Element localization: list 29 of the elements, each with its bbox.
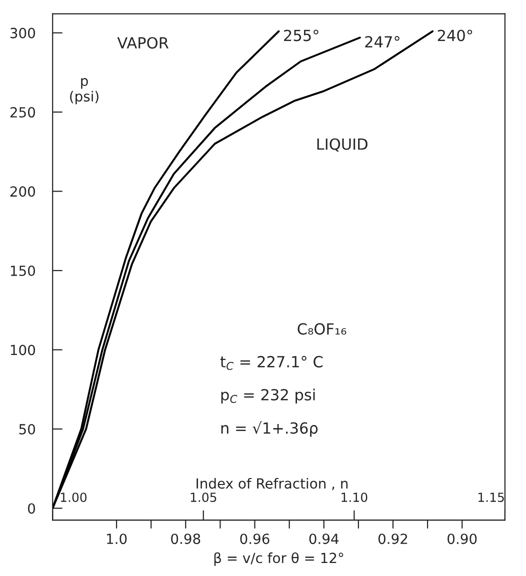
- x2-axis-title: β = v/c for θ = 12°: [214, 552, 344, 566]
- x2-tick-label: 1.0: [107, 534, 127, 544]
- annotation: VAPOR: [117, 37, 169, 49]
- x-axis-title: Index of Refraction , n: [196, 478, 348, 490]
- x2-tick-label: 0.94: [309, 534, 339, 544]
- x2-tick-label: 0.98: [171, 534, 200, 544]
- y-axis-title: p (psi): [70, 78, 98, 104]
- y-tick-label: 250: [10, 107, 36, 118]
- y-tick-label: 150: [10, 266, 36, 276]
- annotation: p$_{C}$ = 232 psi: [221, 388, 315, 404]
- x-tick-label: 1.15: [478, 492, 504, 502]
- x-tick-label: 1.00: [60, 492, 87, 502]
- y-tick-label: 100: [10, 344, 36, 356]
- x2-tick-label: 0.96: [240, 534, 270, 544]
- series-label: 255°: [284, 30, 318, 42]
- annotation: n = √1+.36ρ: [221, 421, 318, 437]
- x-tick-label: 1.10: [342, 492, 368, 502]
- series-label: 247°: [365, 36, 400, 48]
- y-tick-label: 50: [19, 424, 36, 434]
- y-tick-label: 300: [10, 28, 36, 38]
- x-tick-label: 1.05: [190, 492, 216, 502]
- series-label: 240°: [438, 30, 472, 42]
- annotation: C₈OF₁₆: [298, 323, 346, 335]
- annotation: LIQUID: [317, 138, 368, 152]
- annotation: t$_{C}$ = 227.1° C: [220, 356, 323, 370]
- x2-tick-label: 0.90: [448, 534, 477, 544]
- y-tick-label: 0: [28, 503, 36, 514]
- x2-tick-label: 0.92: [378, 534, 408, 544]
- y-tick-label: 200: [10, 186, 36, 197]
